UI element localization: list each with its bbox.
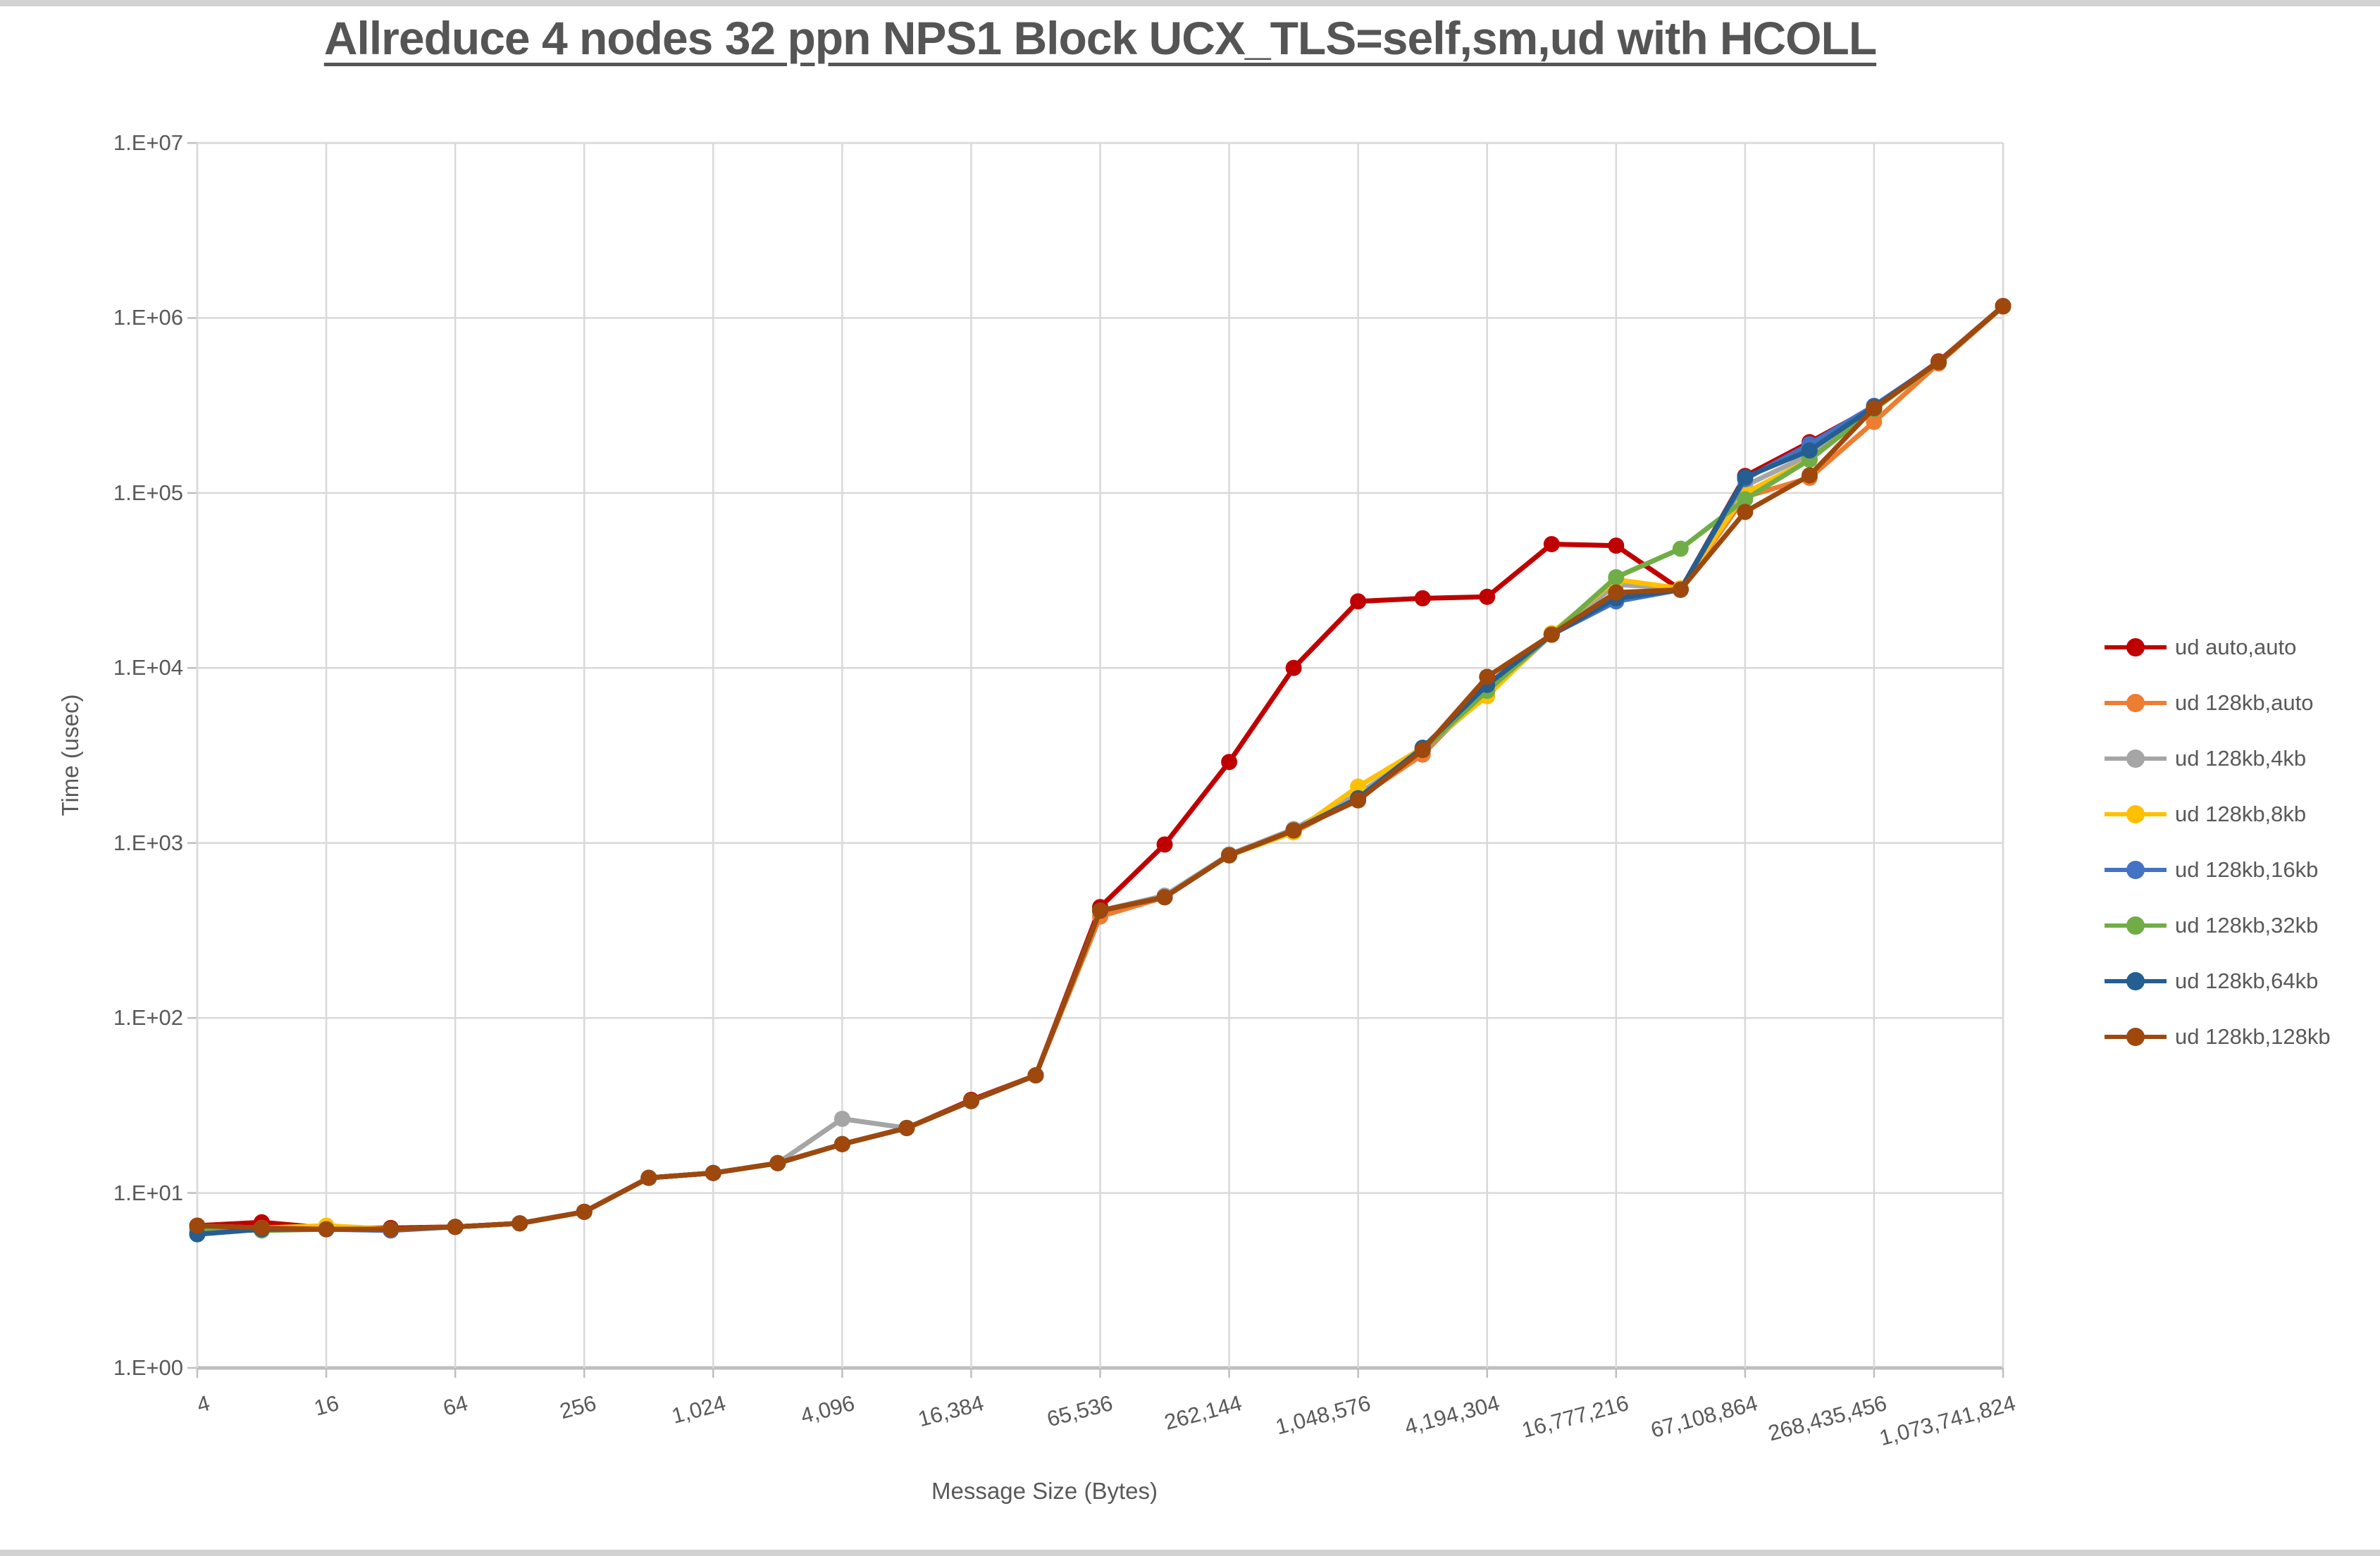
legend-item: ud 128kb,auto (2103, 681, 2314, 725)
series-marker (1479, 588, 1496, 605)
chart-title-text: Allreduce 4 nodes 32 ppn NPS1 Block UCX_… (323, 12, 1877, 64)
series-marker (318, 1221, 335, 1238)
y-tick-label: 1.E+05 (113, 480, 183, 505)
legend-label: ud 128kb,64kb (2175, 969, 2319, 993)
series-marker (1801, 442, 1818, 459)
legend-marker-icon (2105, 861, 2167, 879)
series-marker (962, 1093, 979, 1109)
legend-marker-icon (2105, 1028, 2167, 1046)
legend-item: ud 128kb,64kb (2103, 959, 2318, 1003)
legend-label: ud auto,auto (2175, 635, 2297, 659)
series-marker (1543, 536, 1560, 552)
series-marker (1285, 659, 1302, 676)
legend-marker-icon (2105, 638, 2167, 656)
legend-marker-icon (2105, 972, 2167, 990)
series-marker (447, 1219, 464, 1236)
series-marker (1672, 540, 1689, 557)
series-marker (1350, 792, 1367, 809)
series-marker (1737, 469, 1754, 485)
y-tick-label: 1.E+07 (113, 130, 183, 155)
series-marker (1350, 593, 1367, 610)
y-tick-label: 1.E+03 (113, 830, 183, 855)
y-tick-label: 1.E+00 (113, 1355, 183, 1380)
series-marker (1479, 668, 1496, 685)
series-marker (1543, 626, 1560, 643)
y-tick-label: 1.E+06 (113, 305, 183, 330)
series-marker (1608, 584, 1625, 601)
y-tick-label: 1.E+04 (113, 655, 183, 680)
legend-item: ud 128kb,4kb (2103, 737, 2306, 780)
series-marker (1608, 569, 1625, 585)
series-marker (1027, 1067, 1044, 1084)
legend-item: ud 128kb,16kb (2103, 848, 2318, 892)
series-marker (1156, 889, 1173, 906)
series-marker (1930, 354, 1947, 371)
legend-marker-icon (2105, 916, 2167, 935)
series-marker (1672, 581, 1689, 598)
series-marker (1414, 590, 1431, 606)
legend-marker-icon (2105, 694, 2167, 712)
series-marker (189, 1217, 206, 1234)
legend-item: ud 128kb,8kb (2103, 792, 2306, 836)
window-top-edge (0, 0, 2380, 6)
series-marker (512, 1215, 528, 1232)
series-marker (705, 1164, 721, 1181)
legend-marker-icon (2105, 805, 2167, 823)
legend-label: ud 128kb,4kb (2175, 746, 2307, 771)
series-marker (898, 1119, 915, 1136)
window-bottom-edge (0, 1550, 2380, 1556)
legend-item: ud auto,auto (2103, 625, 2296, 669)
series-marker (640, 1169, 657, 1186)
x-axis-title: Message Size (Bytes) (931, 1478, 1158, 1504)
series-marker (254, 1219, 270, 1236)
series-marker (1801, 467, 1818, 484)
series-marker (833, 1110, 850, 1127)
y-tick-label: 1.E+01 (113, 1180, 183, 1205)
series-marker (1737, 491, 1754, 508)
series-marker (1156, 836, 1173, 853)
series-marker (769, 1154, 786, 1171)
series-marker (1350, 778, 1367, 795)
series-marker (1866, 413, 1883, 430)
series-marker (833, 1135, 850, 1152)
series-marker (1737, 504, 1754, 521)
series-marker (1608, 537, 1625, 554)
series-marker (1092, 902, 1108, 919)
legend-label: ud 128kb,16kb (2175, 857, 2319, 882)
legend-label: ud 128kb,32kb (2175, 913, 2319, 938)
y-axis-title: Time (usec) (57, 694, 83, 816)
series-marker (1995, 298, 2012, 314)
series-marker (1285, 822, 1302, 839)
legend-label: ud 128kb,auto (2175, 690, 2314, 715)
legend-label: ud 128kb,128kb (2175, 1024, 2331, 1049)
chart-title: Allreduce 4 nodes 32 ppn NPS1 Block UCX_… (197, 11, 2003, 65)
series-marker (1221, 847, 1238, 864)
series-marker (1866, 400, 1883, 416)
y-tick-label: 1.E+02 (113, 1005, 183, 1031)
series-marker (576, 1203, 593, 1220)
legend-item: ud 128kb,128kb (2103, 1015, 2331, 1059)
series-marker (1221, 754, 1238, 771)
legend-item: ud 128kb,32kb (2103, 904, 2318, 947)
legend-label: ud 128kb,8kb (2175, 802, 2307, 826)
legend-marker-icon (2105, 749, 2167, 768)
series-marker (383, 1221, 399, 1238)
series-marker (1414, 742, 1431, 759)
